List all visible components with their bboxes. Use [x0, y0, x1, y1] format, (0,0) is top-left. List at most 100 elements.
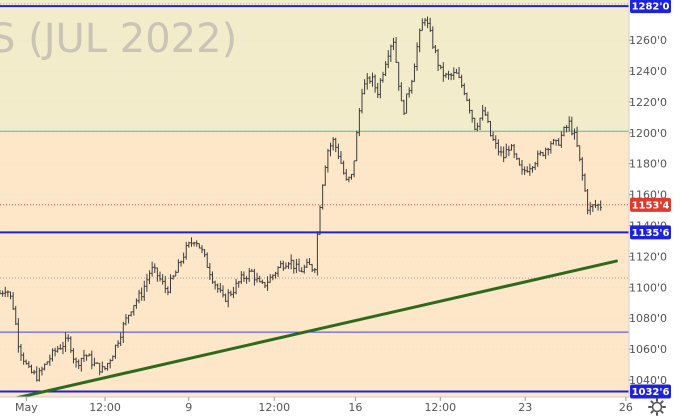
- candle: [481, 104, 484, 121]
- y-tick-label-4: 1120'0: [629, 250, 667, 263]
- candle: [53, 347, 57, 357]
- candle: [594, 199, 597, 208]
- candle: [80, 357, 83, 372]
- y-tick-label-11: 1260'0: [629, 34, 667, 47]
- candle: [224, 293, 227, 303]
- x-tick-label-3: 12:00: [258, 401, 290, 414]
- candle: [74, 357, 78, 368]
- settings-button[interactable]: [648, 398, 666, 416]
- candle: [45, 361, 49, 365]
- candle: [512, 143, 516, 159]
- candle: [284, 262, 288, 269]
- candle: [386, 50, 390, 69]
- x-tick-label-5: 12:00: [424, 401, 456, 414]
- candle: [279, 260, 282, 269]
- candle: [72, 348, 75, 364]
- trendline[interactable]: [0, 259, 618, 404]
- candle: [434, 44, 437, 54]
- candle: [452, 67, 456, 80]
- candle: [38, 367, 41, 382]
- candle: [567, 116, 571, 132]
- candle: [19, 343, 23, 361]
- candle: [447, 70, 450, 80]
- candle: [232, 286, 235, 299]
- candle: [373, 74, 377, 93]
- candle: [22, 352, 25, 365]
- candle: [274, 271, 277, 279]
- candle: [205, 252, 209, 268]
- candle: [247, 267, 251, 282]
- candle: [255, 272, 259, 283]
- candle: [203, 249, 206, 258]
- watermark-layer: S (JUL 2022): [0, 16, 237, 62]
- candle: [347, 176, 351, 183]
- candle: [51, 348, 54, 362]
- candle: [520, 159, 524, 175]
- candle: [216, 283, 220, 293]
- candle: [557, 137, 561, 146]
- candle: [287, 261, 290, 270]
- candle: [103, 366, 107, 371]
- x-tick-label-6: 23: [518, 401, 532, 414]
- candle: [436, 48, 440, 72]
- y-tick-label-3: 1100'0: [629, 281, 667, 294]
- candle: [190, 237, 193, 247]
- candle: [476, 122, 479, 132]
- candle: [61, 341, 65, 355]
- x-tick-label-1: 12:00: [89, 401, 121, 414]
- candle: [276, 266, 280, 277]
- candle: [363, 79, 366, 95]
- candle: [66, 334, 70, 342]
- candle: [439, 64, 442, 70]
- candle: [339, 151, 343, 164]
- time-axis[interactable]: May 12:00 9 12:00 16 12:00 23 26: [0, 396, 680, 420]
- candle: [119, 332, 122, 346]
- candle: [140, 287, 143, 301]
- level-label-bg-4: [630, 384, 671, 399]
- candle: [116, 340, 120, 348]
- candle: [268, 273, 272, 283]
- candle: [163, 276, 167, 294]
- chart-watermark: S (JUL 2022): [0, 16, 237, 62]
- candle: [539, 150, 542, 156]
- candle: [410, 79, 414, 94]
- candle: [226, 289, 230, 308]
- candle: [329, 142, 332, 157]
- candle: [129, 311, 133, 317]
- candle: [397, 61, 401, 91]
- candle: [465, 92, 469, 102]
- candle: [504, 143, 508, 159]
- candle: [528, 163, 532, 176]
- candle: [14, 305, 18, 326]
- candle: [169, 274, 172, 294]
- x-tick-label-2: 9: [185, 401, 192, 414]
- candle: [318, 205, 322, 235]
- gear-icon[interactable]: [648, 398, 666, 416]
- candle: [442, 62, 445, 82]
- candle: [507, 145, 511, 157]
- candle: [27, 360, 31, 369]
- candle: [562, 126, 566, 137]
- candle: [240, 271, 243, 284]
- candle: [578, 145, 582, 162]
- candle: [266, 276, 269, 291]
- level-label-2: 1135'6: [632, 228, 670, 239]
- candle: [195, 240, 199, 247]
- candle: [316, 231, 319, 276]
- time-axis-background: [0, 397, 680, 420]
- candle: [305, 258, 309, 268]
- candle: [525, 166, 529, 173]
- candle: [365, 73, 369, 90]
- candle: [187, 241, 191, 248]
- candle: [323, 165, 327, 186]
- candle: [35, 366, 39, 382]
- candle: [302, 264, 306, 274]
- candle: [544, 147, 547, 159]
- y-tick-label-1: 1060'0: [629, 343, 667, 356]
- candle: [297, 258, 301, 272]
- candle: [599, 200, 602, 211]
- candle: [182, 252, 185, 264]
- x-tick-label-7: 26: [619, 401, 633, 414]
- candle: [208, 262, 212, 281]
